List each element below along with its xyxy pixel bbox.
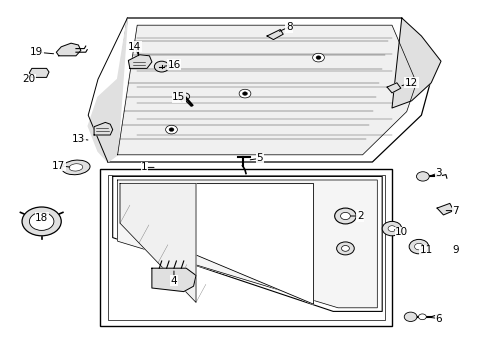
Text: 3: 3 bbox=[435, 168, 442, 178]
Polygon shape bbox=[120, 184, 314, 304]
Polygon shape bbox=[108, 18, 431, 162]
Polygon shape bbox=[437, 203, 454, 215]
Circle shape bbox=[337, 242, 354, 255]
Circle shape bbox=[341, 212, 350, 220]
Circle shape bbox=[22, 207, 61, 236]
Circle shape bbox=[335, 208, 356, 224]
Text: 14: 14 bbox=[128, 42, 142, 52]
Circle shape bbox=[166, 125, 177, 134]
Text: 9: 9 bbox=[452, 245, 459, 255]
Text: 8: 8 bbox=[286, 22, 293, 32]
Text: 2: 2 bbox=[357, 211, 364, 221]
Polygon shape bbox=[29, 68, 49, 77]
Text: 4: 4 bbox=[171, 276, 177, 286]
Polygon shape bbox=[118, 25, 416, 155]
Polygon shape bbox=[128, 55, 152, 68]
Polygon shape bbox=[88, 18, 127, 162]
Text: 11: 11 bbox=[419, 245, 433, 255]
Circle shape bbox=[404, 312, 417, 321]
Circle shape bbox=[154, 61, 169, 72]
Text: 20: 20 bbox=[22, 74, 35, 84]
Text: 1: 1 bbox=[141, 162, 148, 172]
Circle shape bbox=[29, 212, 54, 230]
Text: 19: 19 bbox=[30, 47, 44, 57]
Text: 6: 6 bbox=[435, 314, 442, 324]
Circle shape bbox=[239, 89, 251, 98]
Text: 7: 7 bbox=[452, 206, 459, 216]
Circle shape bbox=[416, 172, 429, 181]
Polygon shape bbox=[267, 30, 283, 40]
Text: 10: 10 bbox=[395, 227, 408, 237]
Polygon shape bbox=[94, 122, 113, 135]
Polygon shape bbox=[56, 43, 81, 56]
Ellipse shape bbox=[69, 164, 83, 171]
Text: 12: 12 bbox=[405, 78, 418, 88]
Text: 5: 5 bbox=[256, 153, 263, 163]
Bar bbox=[100, 169, 392, 326]
Circle shape bbox=[418, 314, 426, 320]
Polygon shape bbox=[118, 180, 377, 308]
Bar bbox=[108, 175, 385, 320]
Circle shape bbox=[342, 246, 349, 251]
Circle shape bbox=[382, 221, 402, 236]
Text: 15: 15 bbox=[172, 92, 186, 102]
Text: 13: 13 bbox=[72, 134, 85, 144]
Circle shape bbox=[388, 226, 396, 231]
Circle shape bbox=[415, 243, 423, 250]
Circle shape bbox=[243, 92, 247, 95]
Circle shape bbox=[316, 56, 321, 59]
Polygon shape bbox=[120, 184, 196, 302]
Polygon shape bbox=[152, 268, 196, 292]
Text: 18: 18 bbox=[35, 213, 49, 223]
Text: 16: 16 bbox=[167, 60, 181, 70]
Circle shape bbox=[313, 53, 324, 62]
Polygon shape bbox=[387, 83, 401, 93]
Circle shape bbox=[169, 128, 174, 131]
Circle shape bbox=[409, 239, 429, 254]
Ellipse shape bbox=[62, 160, 90, 175]
Polygon shape bbox=[392, 18, 441, 108]
Polygon shape bbox=[113, 176, 382, 311]
Text: 17: 17 bbox=[52, 161, 66, 171]
Circle shape bbox=[180, 93, 190, 100]
